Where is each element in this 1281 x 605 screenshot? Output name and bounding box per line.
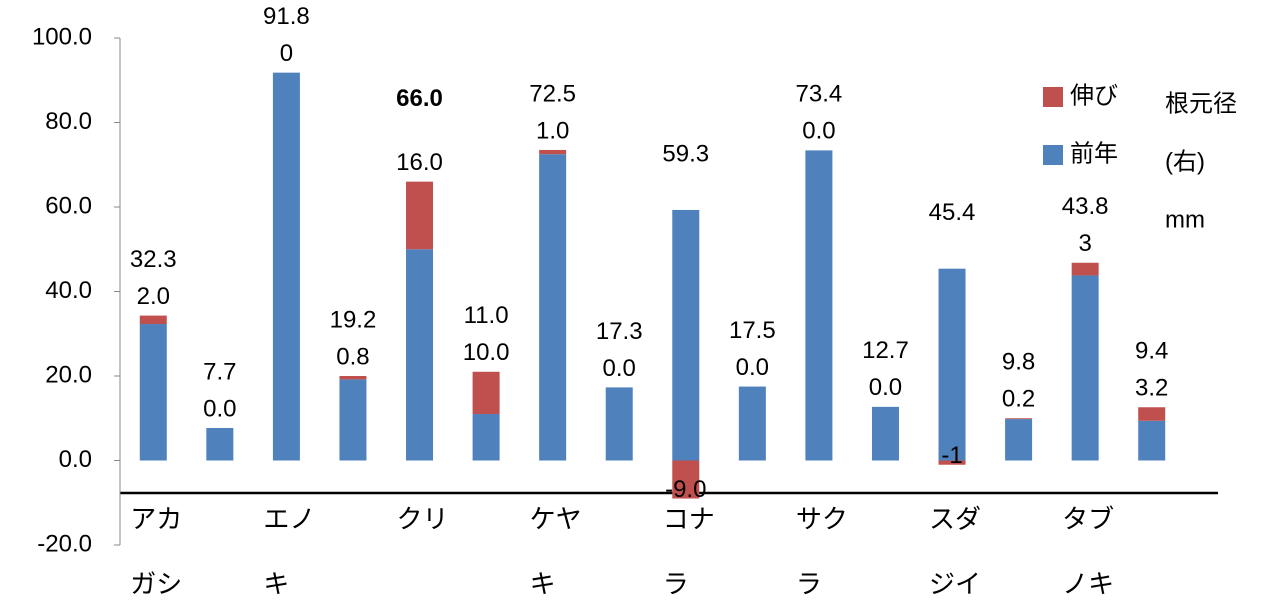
data-label: 0.8 bbox=[336, 343, 369, 370]
bar-segment bbox=[1071, 262, 1099, 276]
bar-segment bbox=[738, 386, 766, 461]
data-label: 9.4 bbox=[1135, 338, 1168, 365]
category-label: スダジイ bbox=[929, 505, 982, 600]
legend-label: 前年 bbox=[1070, 140, 1118, 167]
data-label: 72.5 bbox=[529, 80, 576, 107]
data-label: 0.2 bbox=[1002, 386, 1035, 413]
data-label: 3.2 bbox=[1135, 375, 1168, 402]
bar-segment bbox=[1005, 418, 1033, 420]
category-label: アカガシ bbox=[130, 505, 183, 600]
data-label: 9.8 bbox=[1002, 349, 1035, 376]
bar-segment bbox=[139, 315, 167, 325]
data-label: 0.0 bbox=[603, 355, 636, 382]
bar-segment bbox=[539, 154, 567, 461]
data-label: 0.0 bbox=[802, 118, 835, 145]
data-label: 11.0 bbox=[464, 302, 509, 329]
data-label: 0 bbox=[280, 40, 293, 67]
data-label: 0.0 bbox=[203, 395, 236, 422]
data-label: 12.7 bbox=[862, 337, 909, 364]
data-label: -1 bbox=[941, 442, 962, 469]
data-label: 10.0 bbox=[463, 339, 510, 366]
y-tick-label: 80.0 bbox=[45, 108, 92, 135]
bar-segment bbox=[938, 460, 966, 465]
legend-swatch bbox=[1043, 145, 1063, 165]
bar-segment bbox=[272, 72, 300, 461]
bar-segment bbox=[339, 379, 367, 461]
data-label: 16.0 bbox=[396, 149, 443, 176]
data-label: 2.0 bbox=[137, 283, 170, 310]
bar-segment bbox=[938, 268, 966, 461]
y-tick-label: 20.0 bbox=[45, 361, 92, 388]
legend-label: 伸び bbox=[1070, 82, 1118, 109]
y-tick-label: 60.0 bbox=[45, 192, 92, 219]
category-label: コナラ bbox=[662, 505, 715, 600]
category-label: ケヤキ bbox=[529, 505, 582, 600]
data-label: 91.8 bbox=[263, 3, 310, 30]
bar-segment bbox=[605, 387, 633, 461]
bar-segment bbox=[871, 406, 899, 461]
data-label: 59.3 bbox=[662, 140, 709, 167]
y-tick-label: 40.0 bbox=[45, 277, 92, 304]
bar-segment bbox=[406, 181, 434, 250]
data-label: 32.3 bbox=[130, 246, 177, 273]
data-label: 3 bbox=[1078, 230, 1091, 257]
bar-segment bbox=[472, 371, 500, 415]
data-label: 19.2 bbox=[330, 306, 377, 333]
data-label: 73.4 bbox=[796, 81, 843, 108]
data-label: 1.0 bbox=[536, 117, 569, 144]
data-label: -9.0 bbox=[665, 476, 706, 503]
note: 根元径 bbox=[1165, 90, 1237, 117]
y-tick-label: 0.0 bbox=[59, 446, 92, 473]
bar-segment bbox=[339, 376, 367, 380]
bar-segment bbox=[672, 209, 700, 461]
y-tick-label: 100.0 bbox=[32, 23, 92, 50]
bar-segment bbox=[805, 150, 833, 461]
bar-segment bbox=[206, 427, 234, 461]
bar-segment bbox=[1138, 407, 1166, 421]
y-tick-label: -20.0 bbox=[37, 530, 92, 557]
total-label: 66.0 bbox=[396, 85, 443, 112]
category-label: クリ bbox=[396, 505, 449, 535]
bar-segment bbox=[1138, 420, 1166, 461]
category-label: エノキ bbox=[263, 505, 316, 600]
bar-segment bbox=[1005, 419, 1033, 461]
legend-swatch bbox=[1043, 87, 1063, 107]
data-label: 17.5 bbox=[729, 317, 776, 344]
note: (右) bbox=[1165, 148, 1205, 175]
bar-segment bbox=[539, 149, 567, 155]
note: mm bbox=[1165, 206, 1205, 233]
bar-segment bbox=[1071, 275, 1099, 461]
category-label: タブノキ bbox=[1062, 505, 1115, 600]
bar-segment bbox=[672, 460, 700, 499]
data-label: 0.0 bbox=[736, 354, 769, 381]
category-label: サクラ bbox=[795, 505, 848, 600]
data-label: 7.7 bbox=[203, 358, 236, 385]
data-label: 0.0 bbox=[869, 374, 902, 401]
data-label: 45.4 bbox=[929, 199, 976, 226]
bar-segment bbox=[406, 249, 434, 461]
data-label: 17.3 bbox=[596, 318, 643, 345]
data-label: 43.8 bbox=[1062, 193, 1109, 220]
bar-segment bbox=[139, 324, 167, 461]
bar-segment bbox=[472, 414, 500, 461]
